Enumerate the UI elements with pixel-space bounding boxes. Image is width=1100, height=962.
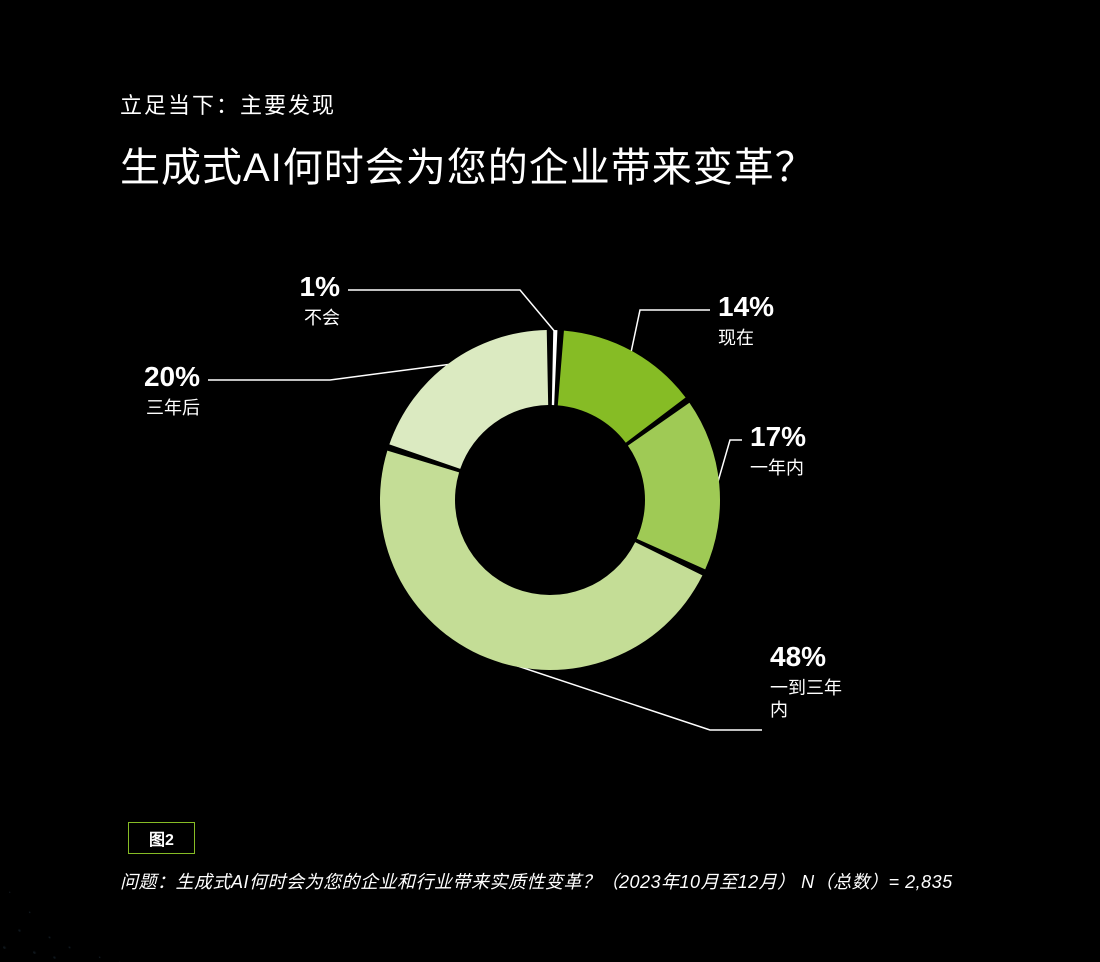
callout-never: 1% 不会	[300, 272, 340, 329]
callout-label-one_three: 一到三年 内	[770, 677, 842, 722]
eyebrow-text: 立足当下：主要发现	[120, 88, 336, 120]
donut-segment-never	[552, 330, 558, 405]
slide-title: 生成式AI何时会为您的企业带来变革？	[120, 135, 816, 193]
callout-now: 14% 现在	[718, 292, 774, 349]
donut-segment-three_plus	[389, 330, 548, 469]
footnote-text: 问题：生成式AI何时会为您的企业和行业带来实质性变革？（2023年10月至12月…	[120, 868, 953, 894]
callout-pct-one_yr: 17%	[750, 422, 806, 453]
slide-root: 立足当下：主要发现 生成式AI何时会为您的企业带来变革？ 1% 不会 14% 现在 17…	[0, 0, 1100, 962]
callout-pct-never: 1%	[300, 272, 340, 303]
figure-badge: 图2	[128, 822, 195, 854]
callout-pct-three_plus: 20%	[144, 362, 200, 393]
callout-label-never: 不会	[300, 307, 340, 330]
callout-pct-now: 14%	[718, 292, 774, 323]
donut-chart: 1% 不会 14% 现在 17% 一年内 48% 一到三年 内 20% 三年后	[0, 230, 1100, 790]
callout-label-one_yr: 一年内	[750, 457, 806, 480]
callout-label-now: 现在	[718, 327, 774, 350]
callout-three_plus: 20% 三年后	[144, 362, 200, 419]
callout-pct-one_three: 48%	[770, 642, 842, 673]
callout-label-three_plus: 三年后	[144, 397, 200, 420]
callout-one_three: 48% 一到三年 内	[770, 642, 842, 722]
callout-one_yr: 17% 一年内	[750, 422, 806, 479]
donut-svg	[370, 320, 730, 680]
